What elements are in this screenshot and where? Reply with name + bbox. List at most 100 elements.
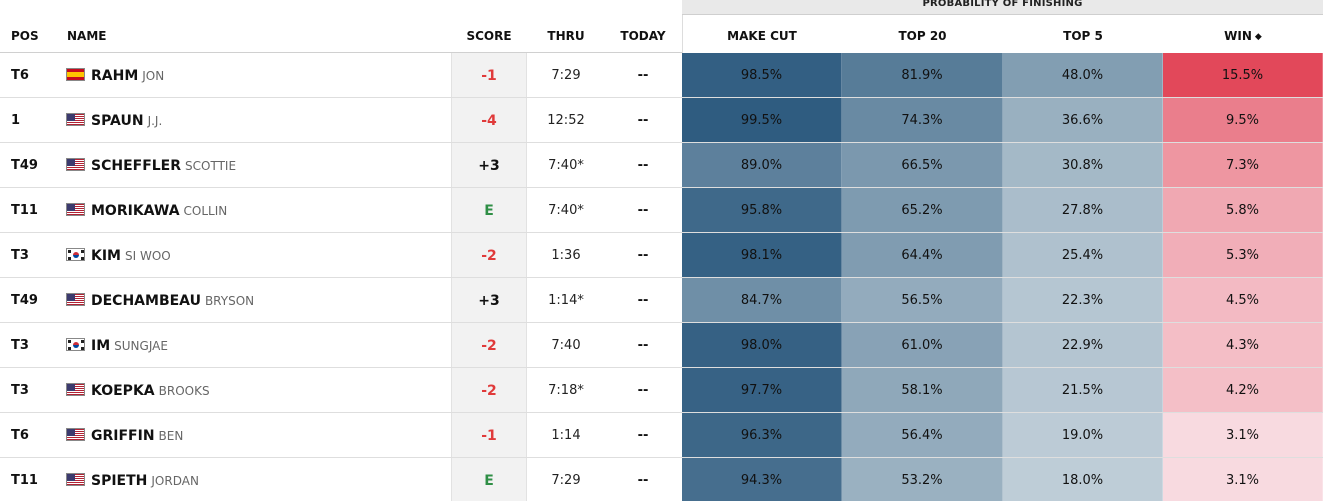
- today-score: --: [637, 383, 649, 398]
- col-header-score[interactable]: SCORE: [466, 29, 512, 43]
- player-name[interactable]: SCHEFFLER SCOTTIE: [66, 143, 446, 187]
- table-row[interactable]: T11 SPIETH JORDAN E 7:29 -- 94.3% 53.2% 18.0% 3.1…: [0, 458, 1323, 501]
- score: E: [451, 188, 527, 232]
- today-score: --: [637, 68, 649, 83]
- score: -2: [451, 323, 527, 367]
- table-row[interactable]: 1 SPAUN J.J. -4 12:52 -- 99.5% 74.3% 36.6% 9.5%: [0, 98, 1323, 143]
- player-last-name: KOEPKA: [91, 383, 155, 399]
- player-first-name: SI WOO: [125, 249, 171, 263]
- col-header-win-label: WIN: [1224, 29, 1252, 43]
- player-name[interactable]: IM SUNGJAE: [66, 323, 446, 367]
- today-score: --: [637, 113, 649, 128]
- top20-probability: 56.5%: [842, 278, 1003, 322]
- score: -2: [451, 233, 527, 277]
- top5-probability: 18.0%: [1003, 458, 1163, 501]
- player-first-name: SUNGJAE: [114, 339, 168, 353]
- top20-probability: 53.2%: [842, 458, 1003, 501]
- make-cut-probability: 89.0%: [682, 143, 842, 187]
- top20-probability: 56.4%: [842, 413, 1003, 457]
- usa-flag-icon: [66, 203, 85, 216]
- today-score: --: [637, 293, 649, 308]
- col-header-top5[interactable]: TOP 5: [1063, 29, 1103, 43]
- position: T11: [11, 473, 38, 488]
- player-first-name: JON: [142, 69, 165, 83]
- player-first-name: BRYSON: [204, 294, 255, 308]
- player-first-name: BEN: [158, 429, 184, 443]
- top5-probability: 48.0%: [1003, 53, 1163, 97]
- player-name[interactable]: DECHAMBEAU BRYSON: [66, 278, 446, 322]
- south-korea-flag-icon: [66, 248, 85, 261]
- thru-time: 7:40*: [548, 203, 584, 218]
- top20-probability: 58.1%: [842, 368, 1003, 412]
- col-header-make-cut[interactable]: MAKE CUT: [727, 29, 797, 43]
- win-probability: 9.5%: [1163, 98, 1323, 142]
- top20-probability: 61.0%: [842, 323, 1003, 367]
- player-name[interactable]: SPAUN J.J.: [66, 98, 446, 142]
- player-name[interactable]: KOEPKA BROOKS: [66, 368, 446, 412]
- player-last-name: SPAUN: [91, 113, 144, 129]
- top5-probability: 19.0%: [1003, 413, 1163, 457]
- make-cut-probability: 98.5%: [682, 53, 842, 97]
- player-name[interactable]: MORIKAWA COLLIN: [66, 188, 446, 232]
- win-probability: 3.1%: [1163, 458, 1323, 501]
- table-row[interactable]: T11 MORIKAWA COLLIN E 7:40* -- 95.8% 65.2% 27.8%…: [0, 188, 1323, 233]
- thru-time: 1:14*: [548, 293, 584, 308]
- table-row[interactable]: T3 IM SUNGJAE -2 7:40 -- 98.0% 61.0% 22.9% 4.3%: [0, 323, 1323, 368]
- make-cut-probability: 97.7%: [682, 368, 842, 412]
- col-header-today[interactable]: TODAY: [620, 29, 666, 43]
- player-name[interactable]: KIM SI WOO: [66, 233, 446, 277]
- position: T11: [11, 203, 38, 218]
- usa-flag-icon: [66, 158, 85, 171]
- col-header-pos[interactable]: POS: [11, 29, 39, 43]
- score: +3: [451, 278, 527, 322]
- col-header-thru[interactable]: THRU: [547, 29, 585, 43]
- player-last-name: MORIKAWA: [91, 203, 180, 219]
- top5-probability: 25.4%: [1003, 233, 1163, 277]
- col-header-win[interactable]: WIN ◆: [1163, 15, 1323, 53]
- top5-probability: 21.5%: [1003, 368, 1163, 412]
- player-last-name: RAHM: [91, 68, 139, 84]
- player-last-name: DECHAMBEAU: [91, 293, 201, 309]
- score: -1: [451, 53, 527, 97]
- top5-probability: 22.9%: [1003, 323, 1163, 367]
- top5-probability: 22.3%: [1003, 278, 1163, 322]
- player-first-name: BROOKS: [158, 384, 210, 398]
- make-cut-probability: 98.1%: [682, 233, 842, 277]
- position: T6: [11, 428, 29, 443]
- today-score: --: [637, 248, 649, 263]
- top20-probability: 64.4%: [842, 233, 1003, 277]
- position: T6: [11, 68, 29, 83]
- position: T49: [11, 158, 38, 173]
- win-probability: 4.5%: [1163, 278, 1323, 322]
- sort-desc-icon[interactable]: ◆: [1254, 32, 1262, 42]
- table-row[interactable]: T49 DECHAMBEAU BRYSON +3 1:14* -- 84.7% 56.5% 22…: [0, 278, 1323, 323]
- col-header-top20[interactable]: TOP 20: [898, 29, 947, 43]
- score: E: [451, 458, 527, 501]
- usa-flag-icon: [66, 113, 85, 126]
- win-probability: 5.8%: [1163, 188, 1323, 232]
- probability-group-header: PROBABILITY OF FINISHING: [682, 0, 1323, 15]
- make-cut-probability: 99.5%: [682, 98, 842, 142]
- table-row[interactable]: T6 RAHM JON -1 7:29 -- 98.5% 81.9% 48.0% 15.5%: [0, 53, 1323, 98]
- today-score: --: [637, 473, 649, 488]
- thru-time: 12:52: [547, 113, 585, 128]
- col-header-name[interactable]: NAME: [67, 29, 107, 43]
- table-row[interactable]: T49 SCHEFFLER SCOTTIE +3 7:40* -- 89.0% 66.5% 30…: [0, 143, 1323, 188]
- score: +3: [451, 143, 527, 187]
- thru-time: 7:29: [551, 473, 581, 488]
- win-probability: 15.5%: [1163, 53, 1323, 97]
- top20-probability: 74.3%: [842, 98, 1003, 142]
- player-first-name: J.J.: [147, 114, 163, 128]
- thru-time: 1:36: [551, 248, 581, 263]
- player-last-name: SCHEFFLER: [91, 158, 182, 174]
- top5-probability: 27.8%: [1003, 188, 1163, 232]
- player-name[interactable]: GRIFFIN BEN: [66, 413, 446, 457]
- table-row[interactable]: T3 KIM SI WOO -2 1:36 -- 98.1% 64.4% 25.4% 5.3%: [0, 233, 1323, 278]
- top20-probability: 81.9%: [842, 53, 1003, 97]
- player-name[interactable]: SPIETH JORDAN: [66, 458, 446, 501]
- table-row[interactable]: T6 GRIFFIN BEN -1 1:14 -- 96.3% 56.4% 19.0% 3.1%: [0, 413, 1323, 458]
- player-name[interactable]: RAHM JON: [66, 53, 446, 97]
- table-row[interactable]: T3 KOEPKA BROOKS -2 7:18* -- 97.7% 58.1% 21.5% 4.…: [0, 368, 1323, 413]
- spain-flag-icon: [66, 68, 85, 81]
- usa-flag-icon: [66, 383, 85, 396]
